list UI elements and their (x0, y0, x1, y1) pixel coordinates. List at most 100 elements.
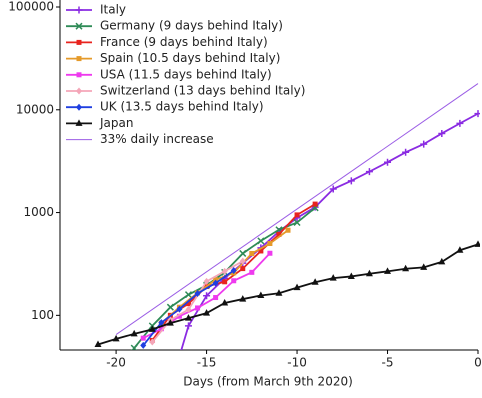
legend-label: Spain (10.5 days behind Italy) (100, 51, 280, 65)
marker (257, 291, 265, 298)
marker (140, 341, 147, 349)
marker (221, 298, 229, 306)
marker (112, 334, 120, 342)
marker (148, 325, 156, 332)
legend-label: 33% daily increase (100, 132, 214, 146)
marker (231, 278, 237, 284)
marker (239, 257, 246, 265)
marker (402, 148, 410, 156)
marker (158, 319, 165, 327)
x-tick-label: -10 (287, 356, 307, 370)
marker (176, 305, 183, 313)
marker (456, 119, 464, 127)
marker (76, 72, 82, 78)
marker (347, 272, 355, 279)
marker (166, 303, 174, 311)
marker (75, 6, 83, 14)
marker (167, 384, 174, 391)
legend-label: UK (13.5 days behind Italy) (100, 100, 264, 114)
marker (240, 266, 246, 272)
marker (195, 305, 201, 311)
marker (438, 257, 446, 265)
marker (75, 119, 83, 126)
marker (130, 329, 138, 337)
marker (249, 269, 255, 275)
marker (239, 295, 247, 302)
x-tick-label: -20 (106, 356, 126, 370)
marker (402, 264, 410, 272)
marker (203, 292, 211, 300)
marker (176, 313, 182, 319)
marker (184, 322, 192, 330)
x-tick-label: -15 (197, 356, 217, 370)
marker (149, 338, 156, 346)
marker (276, 231, 282, 237)
marker (212, 279, 219, 287)
marker (438, 129, 446, 137)
marker (184, 291, 193, 299)
marker (293, 218, 301, 227)
x-axis-label: Days (from March 9th 2020) (183, 375, 353, 389)
line (97, 243, 479, 346)
marker (329, 274, 337, 281)
marker (420, 140, 428, 148)
marker (474, 240, 480, 247)
x-tick-label: 0 (474, 356, 482, 370)
y-tick-label: 10000 (16, 102, 54, 116)
marker (140, 335, 146, 341)
marker (365, 269, 373, 277)
marker (311, 278, 319, 285)
marker (203, 309, 211, 316)
legend-label: France (9 days behind Italy) (100, 35, 268, 49)
legend-label: Italy (100, 3, 126, 17)
marker (76, 56, 82, 62)
y-tick-label: 1000 (23, 205, 54, 219)
marker (230, 267, 237, 275)
legend-label: Germany (9 days behind Italy) (100, 19, 283, 33)
legend-label: USA (11.5 days behind Italy) (100, 67, 272, 81)
marker (130, 344, 138, 350)
marker (76, 103, 82, 111)
marker (222, 279, 228, 285)
line (180, 112, 479, 350)
marker (76, 87, 82, 95)
marker (203, 277, 210, 285)
marker (420, 263, 428, 270)
marker (294, 212, 300, 218)
marker (166, 319, 174, 326)
legend-label: Switzerland (13 days behind Italy) (100, 84, 305, 98)
marker (384, 267, 392, 274)
line (115, 83, 479, 335)
marker (312, 201, 318, 207)
marker (158, 326, 164, 332)
marker (213, 295, 219, 301)
marker (258, 248, 264, 254)
marker (456, 246, 464, 253)
marker (249, 250, 255, 256)
marker (267, 241, 273, 247)
y-tick-label: 100 (31, 308, 54, 322)
marker (275, 289, 283, 296)
marker (221, 267, 228, 275)
marker (365, 168, 373, 176)
marker (474, 110, 480, 118)
marker (94, 340, 102, 348)
marker (194, 290, 201, 298)
marker (75, 22, 83, 30)
marker (293, 283, 301, 291)
x-tick-label: -5 (382, 356, 394, 370)
y-tick-label: 100000 (8, 0, 54, 14)
marker (185, 301, 191, 307)
marker (329, 185, 337, 193)
legend-label: Japan (99, 116, 133, 130)
marker (257, 237, 265, 245)
marker (384, 158, 392, 166)
marker (285, 227, 291, 233)
marker (347, 177, 355, 185)
marker (267, 250, 273, 256)
marker (239, 249, 247, 257)
marker (185, 305, 192, 313)
marker (76, 39, 82, 45)
plot-area (94, 83, 480, 391)
